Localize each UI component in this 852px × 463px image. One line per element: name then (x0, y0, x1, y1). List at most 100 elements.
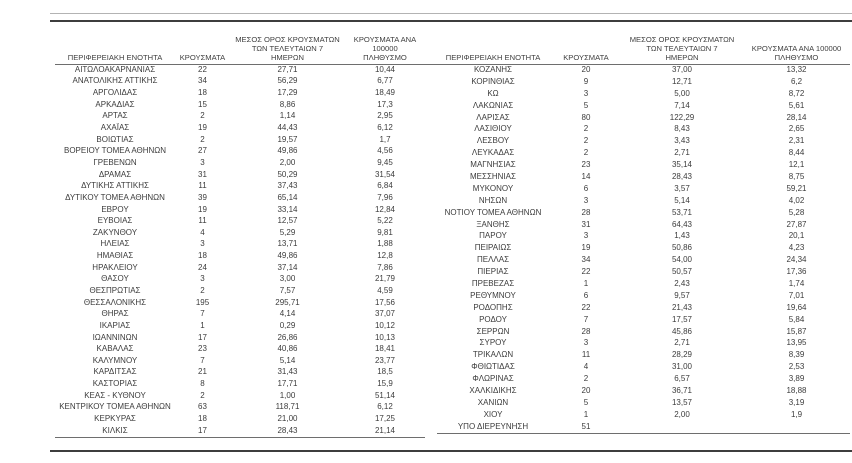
per100k-cell: 5,28 (788, 207, 805, 217)
avg7-cell: 31,00 (671, 362, 693, 372)
cases-cell: 31 (198, 169, 207, 179)
region-cell: ΑΝΑΤΟΛΙΚΗΣ ΑΤΤΙΚΗΣ (72, 76, 158, 86)
cases-cell: 195 (195, 297, 210, 307)
cases-cell: 15 (198, 99, 207, 109)
region-cell: ΝΗΣΩΝ (478, 195, 508, 205)
table-row: ΑΙΤΩΛΟΑΚΑΡΝΑΝΙΑΣ 22 27,71 10,44 (55, 64, 425, 76)
cases-cell: 24 (198, 262, 207, 272)
avg7-cell: 21,00 (277, 414, 298, 424)
cases-cell: 17 (198, 332, 207, 342)
per100k-cell: 3,89 (788, 374, 805, 384)
cases-cell: 2 (200, 285, 205, 295)
region-cell: ΘΕΣΠΡΩΤΙΑΣ (89, 285, 141, 295)
avg7-cell: 19,57 (277, 134, 298, 144)
avg7-cell: 28,43 (277, 425, 298, 435)
avg7-cell: 17,57 (671, 314, 693, 324)
per100k-column-header: ΚΡΟΥΣΜΑΤΑ ΑΝΑ 100000 ΠΛΗΘΥΣΜΟ (751, 44, 842, 62)
right-table-bottom-rule (437, 433, 850, 434)
cases-cell: 3 (200, 157, 205, 167)
cases-cell: 2 (200, 134, 205, 144)
region-cell: ΚΑΡΔΙΤΣΑΣ (93, 367, 137, 377)
cases-cell: 18 (198, 251, 207, 261)
cases-cell: 22 (198, 64, 207, 74)
per100k-cell: 9,45 (377, 157, 393, 167)
per100k-cell: 10,12 (374, 320, 396, 330)
cases-cell: 7 (200, 309, 205, 319)
avg7-column-header: ΜΕΣΟΣ ΟΡΟΣ ΚΡΟΥΣΜΑΤΩΝ ΤΩΝ ΤΕΛΕΥΤΑΙΩΝ 7 Η… (235, 35, 340, 62)
avg7-cell: 8,43 (674, 124, 690, 134)
table-row: ΣΥΡΟΥ 3 2,71 13,95 (437, 337, 852, 349)
region-cell: ΣΕΡΡΩΝ (476, 326, 510, 336)
region-cell: ΛΕΣΒΟΥ (476, 136, 510, 146)
per100k-cell: 5,22 (377, 216, 393, 226)
cases-cell: 27 (198, 146, 207, 156)
avg7-cell: 50,57 (671, 267, 693, 277)
regions-table-right: ΠΕΡΙΦΕΡΕΙΑΚΗ ΕΝΟΤΗΤΑ ΚΡΟΥΣΜΑΤΑ ΜΕΣΟΣ ΟΡΟ… (437, 28, 852, 433)
per100k-cell: 20,1 (788, 231, 805, 241)
avg7-cell: 3,57 (674, 183, 690, 193)
table-row: ΚΑΣΤΟΡΙΑΣ 8 17,71 15,9 (55, 378, 425, 390)
region-cell: ΚΩ (487, 88, 499, 98)
region-cell: ΚΕΡΚΥΡΑΣ (94, 414, 136, 424)
avg7-cell: 27,71 (277, 64, 298, 74)
avg7-cell: 6,57 (674, 374, 690, 384)
cases-cell: 9 (583, 76, 589, 86)
region-cell: ΔΡΑΜΑΣ (98, 169, 132, 179)
table-row: ΛΕΥΚΑΔΑΣ 2 2,71 8,44 (437, 147, 852, 159)
avg7-cell: 64,43 (671, 219, 693, 229)
region-cell: ΣΥΡΟΥ (479, 338, 507, 348)
cases-cell: 31 (581, 219, 591, 229)
region-cell: ΕΥΒΟΙΑΣ (97, 216, 133, 226)
avg7-cell: 17,29 (277, 88, 298, 98)
avg7-cell: 17,71 (277, 379, 298, 389)
region-cell: ΚΟΖΑΝΗΣ (473, 64, 513, 74)
region-cell: ΘΕΣΣΑΛΟΝΙΚΗΣ (83, 297, 147, 307)
avg7-cell: 49,86 (277, 251, 298, 261)
table-row: ΜΑΓΝΗΣΙΑΣ 23 35,14 12,1 (437, 159, 852, 171)
avg7-cell: 54,00 (671, 255, 693, 265)
avg7-cell: 36,71 (671, 385, 693, 395)
region-cell: ΧΑΛΚΙΔΙΚΗΣ (469, 385, 517, 395)
per100k-cell: 10,44 (374, 64, 396, 74)
cases-cell: 3 (583, 338, 589, 348)
region-cell: ΕΒΡΟΥ (101, 204, 129, 214)
table-row: ΑΡΚΑΔΙΑΣ 15 8,86 17,3 (55, 99, 425, 111)
avg7-cell: 12,71 (671, 76, 693, 86)
region-cell: ΑΙΤΩΛΟΑΚΑΡΝΑΝΙΑΣ (74, 64, 156, 74)
region-cell: ΞΑΝΘΗΣ (476, 219, 510, 229)
table-row: ΛΑΚΩΝΙΑΣ 5 7,14 5,61 (437, 100, 852, 112)
table-row: ΦΘΙΩΤΙΔΑΣ 4 31,00 2,53 (437, 361, 852, 373)
avg7-cell: 3,00 (279, 274, 296, 284)
region-cell: ΔΥΤΙΚΟΥ ΤΟΜΕΑ ΑΘΗΝΩΝ (65, 192, 165, 202)
region-cell: ΛΑΡΙΣΑΣ (476, 112, 510, 122)
cases-cell: 2 (583, 136, 589, 146)
top-rule-thin (50, 13, 852, 14)
avg7-cell: 50,29 (277, 169, 298, 179)
avg7-cell: 1,00 (279, 390, 296, 400)
top-rule-thick (50, 20, 852, 22)
bottom-rule-thick (50, 450, 852, 452)
region-cell: ΡΟΔΟΠΗΣ (473, 302, 513, 312)
cases-cell: 23 (581, 160, 591, 170)
per100k-cell: 10,13 (374, 332, 396, 342)
table-header-row: ΠΕΡΙΦΕΡΕΙΑΚΗ ΕΝΟΤΗΤΑ ΚΡΟΥΣΜΑΤΑ ΜΕΣΟΣ ΟΡΟ… (437, 28, 852, 64)
cases-cell: 7 (200, 355, 205, 365)
per100k-cell: 1,9 (790, 409, 803, 419)
cases-cell: 4 (583, 362, 589, 372)
cases-cell: 11 (581, 350, 591, 360)
cases-cell: 2 (200, 111, 205, 121)
cases-cell: 1 (583, 278, 589, 288)
cases-cell: 2 (583, 148, 589, 158)
per100k-cell: 51,14 (374, 390, 396, 400)
cases-cell: 3 (583, 88, 589, 98)
table-row: ΘΕΣΠΡΩΤΙΑΣ 2 7,57 4,59 (55, 285, 425, 297)
avg7-cell: 49,86 (277, 146, 298, 156)
region-cell: ΛΑΣΙΘΙΟΥ (474, 124, 512, 134)
avg7-cell: 65,14 (277, 192, 298, 202)
table-header-row: ΠΕΡΙΦΕΡΕΙΑΚΗ ΕΝΟΤΗΤΑ ΚΡΟΥΣΜΑΤΑ ΜΕΣΟΣ ΟΡΟ… (55, 28, 425, 64)
table-row: ΝΗΣΩΝ 3 5,14 4,02 (437, 195, 852, 207)
avg7-cell: 2,00 (674, 409, 690, 419)
table-row: ΖΑΚΥΝΘΟΥ 4 5,29 9,81 (55, 227, 425, 239)
avg7-cell: 1,43 (674, 231, 690, 241)
region-cell: ΑΧΑΪΑΣ (100, 123, 130, 133)
